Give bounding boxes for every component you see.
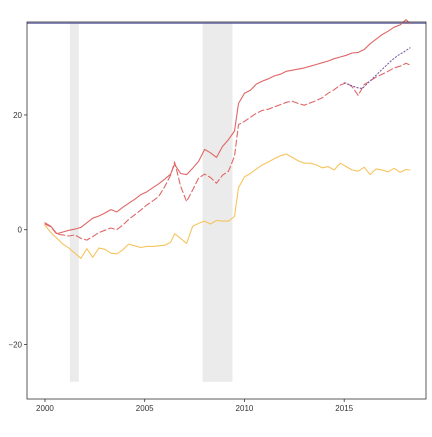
- recession-band-2: [202, 23, 233, 382]
- x-tick-label: 2010: [236, 404, 254, 413]
- series-layer: [44, 19, 411, 259]
- plot-panel-border: [26, 21, 427, 400]
- recession-band-1: [69, 23, 79, 382]
- x-tick-label: 2015: [335, 404, 353, 413]
- x-tick-label: 2005: [136, 404, 154, 413]
- series-line-4-solid: [44, 153, 411, 259]
- series-line-3-dotted: [343, 47, 411, 90]
- series-line-1-solid: [44, 19, 411, 235]
- y-axis: −20 0 20: [8, 111, 27, 349]
- x-axis: 2000 2005 2010 2015: [36, 399, 354, 413]
- y-tick-label: 0: [18, 226, 23, 235]
- x-tick-label: 2000: [36, 404, 54, 413]
- recession-shading-layer: [69, 23, 233, 382]
- y-tick-label: −20: [8, 340, 22, 349]
- y-tick-label: 20: [13, 111, 22, 120]
